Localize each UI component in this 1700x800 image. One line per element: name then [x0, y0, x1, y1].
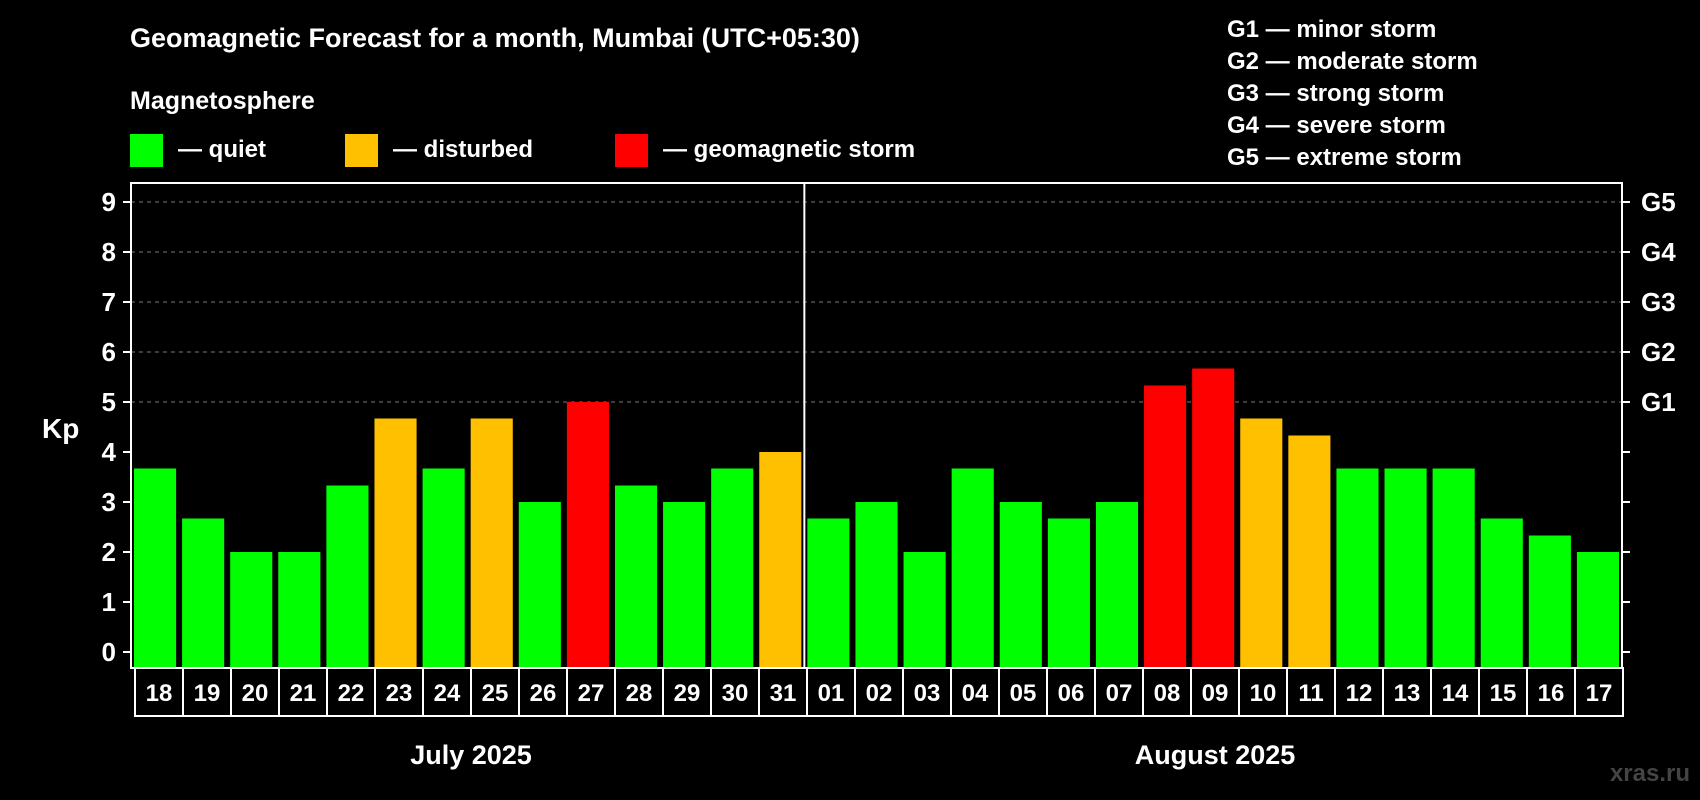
- x-tick-label: 15: [1490, 680, 1517, 707]
- x-tick-label: 04: [962, 680, 989, 707]
- bar-30: [711, 468, 754, 667]
- bar-16: [1528, 535, 1571, 667]
- x-tick-label: 12: [1346, 680, 1373, 707]
- date-row-frame: [134, 667, 1624, 717]
- bar-24: [422, 468, 465, 667]
- x-tick-label: 23: [386, 680, 413, 707]
- bar-11: [1288, 435, 1331, 667]
- legend-swatch-quiet: [130, 134, 163, 167]
- bar-25: [470, 418, 513, 667]
- x-tick-label: 29: [674, 680, 701, 707]
- x-tick-label: 27: [578, 680, 605, 707]
- storm-scale-legend: G1 — minor storm G2 — moderate storm G3 …: [1227, 16, 1478, 171]
- legend: — quiet — disturbed — geomagnetic storm: [130, 134, 915, 167]
- x-tick-label: 14: [1442, 680, 1469, 707]
- x-tick-label: 19: [194, 680, 221, 707]
- y-tick-label: 3: [102, 487, 116, 517]
- month-label: August 2025: [1135, 740, 1296, 770]
- storm-scale-g4: G4 — severe storm: [1227, 112, 1446, 139]
- bar-08: [1144, 385, 1187, 667]
- x-tick-label: 10: [1250, 680, 1277, 707]
- y-tick-label: 4: [102, 437, 117, 467]
- bar-15: [1480, 518, 1523, 667]
- bar-26: [518, 502, 561, 667]
- x-tick-label: 25: [482, 680, 509, 707]
- bar-04: [951, 468, 994, 667]
- x-tick-label: 09: [1202, 680, 1229, 707]
- storm-scale-g2: G2 — moderate storm: [1227, 48, 1478, 75]
- x-tick-label: 03: [914, 680, 941, 707]
- x-tick-label: 21: [290, 680, 317, 707]
- bar-12: [1336, 468, 1379, 667]
- bar-05: [999, 502, 1042, 667]
- storm-scale-g3: G3 — strong storm: [1227, 80, 1444, 107]
- bar-10: [1240, 418, 1283, 667]
- bar-31: [759, 452, 802, 667]
- bar-20: [230, 552, 273, 667]
- legend-swatch-disturbed: [345, 134, 378, 167]
- bar-09: [1192, 368, 1235, 667]
- y-tick-label: 2: [102, 537, 116, 567]
- x-tick-label: 11: [1298, 680, 1323, 707]
- bar-03: [903, 552, 946, 667]
- y-tick-label: 7: [102, 287, 116, 317]
- x-tick-label: 05: [1010, 680, 1037, 707]
- bar-22: [326, 485, 369, 667]
- bar-01: [807, 518, 850, 667]
- bar-07: [1095, 502, 1139, 667]
- x-tick-label: 31: [770, 680, 797, 707]
- x-tick-label: 07: [1106, 680, 1133, 707]
- bar-18: [134, 468, 177, 667]
- storm-scale-g1: G1 — minor storm: [1227, 16, 1436, 43]
- x-tick-label: 17: [1586, 680, 1613, 707]
- legend-heading: Magnetosphere: [130, 87, 315, 115]
- bar-13: [1384, 468, 1427, 667]
- y-tick-label: 6: [102, 337, 116, 367]
- legend-label-disturbed: — disturbed: [393, 136, 533, 163]
- bar-23: [374, 418, 417, 667]
- legend-label-storm: — geomagnetic storm: [663, 136, 915, 163]
- x-tick-label: 20: [242, 680, 269, 707]
- storm-level-g2: G2: [1641, 337, 1676, 367]
- y-tick-label: 0: [102, 637, 116, 667]
- x-tick-label: 28: [626, 680, 653, 707]
- bar-21: [278, 552, 321, 667]
- storm-scale-g5: G5 — extreme storm: [1227, 144, 1462, 171]
- x-tick-label: 22: [338, 680, 365, 707]
- x-tick-label: 18: [146, 680, 173, 707]
- bar-17: [1576, 552, 1619, 667]
- y-tick-label: 9: [102, 187, 116, 217]
- x-tick-label: 02: [866, 680, 893, 707]
- x-tick-label: 16: [1538, 680, 1565, 707]
- x-tick-label: 30: [722, 680, 749, 707]
- x-tick-label: 24: [434, 680, 461, 707]
- bar-19: [182, 518, 225, 667]
- bar-02: [855, 502, 898, 667]
- y-tick-label: 8: [102, 237, 116, 267]
- bar-06: [1047, 518, 1090, 667]
- bar-14: [1432, 468, 1475, 667]
- storm-level-g1: G1: [1641, 387, 1676, 417]
- x-tick-label: 13: [1394, 680, 1421, 707]
- y-tick-label: 5: [102, 387, 116, 417]
- x-tick-label: 01: [818, 680, 845, 707]
- x-tick-label: 06: [1058, 680, 1085, 707]
- chart-title: Geomagnetic Forecast for a month, Mumbai…: [130, 23, 860, 53]
- y-axis-label: Kp: [42, 413, 79, 444]
- bar-27: [566, 402, 609, 667]
- bar-28: [614, 485, 658, 667]
- month-label: July 2025: [410, 740, 532, 770]
- x-tick-label: 08: [1154, 680, 1181, 707]
- legend-swatch-storm: [615, 134, 648, 167]
- x-tick-label: 26: [530, 680, 557, 707]
- legend-label-quiet: — quiet: [178, 136, 266, 163]
- bar-29: [663, 502, 706, 667]
- storm-level-g5: G5: [1641, 187, 1676, 217]
- storm-level-g4: G4: [1641, 237, 1676, 267]
- storm-level-g3: G3: [1641, 287, 1676, 317]
- watermark: xras.ru: [1610, 760, 1690, 787]
- y-tick-label: 1: [102, 587, 116, 617]
